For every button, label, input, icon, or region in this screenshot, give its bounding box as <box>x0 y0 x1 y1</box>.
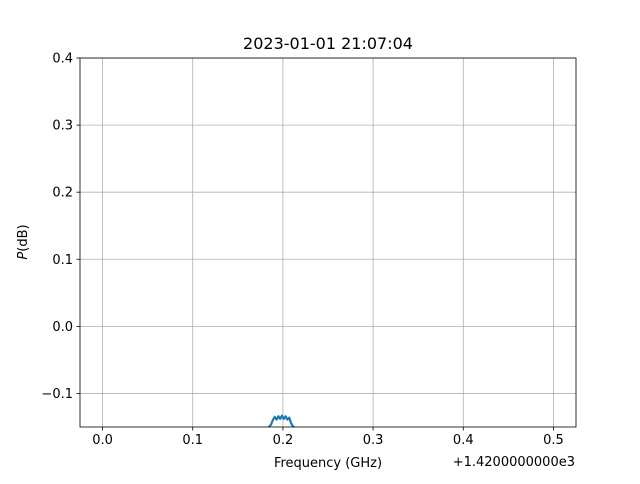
y-tick-label: 0.1 <box>52 253 73 268</box>
axis-ticks: 0.0 0.1 0.2 0.3 0.4 0.5 −0.1 0.0 0.1 0.2 0.3 0.4 <box>41 52 563 449</box>
x-tick-label: 0.5 <box>543 433 564 448</box>
y-axis-label: P(dB) <box>16 224 31 259</box>
x-axis-offset-label: +1.4200000000e3 <box>453 455 575 470</box>
y-tick-label: −0.1 <box>41 387 73 402</box>
chart-title: 2023-01-01 21:07:04 <box>243 34 413 53</box>
y-tick-label: 0.0 <box>52 320 73 335</box>
x-tick-label: 0.1 <box>182 433 203 448</box>
y-tick-label: 0.3 <box>52 119 73 134</box>
y-tick-label: 0.2 <box>52 186 73 201</box>
x-tick-label: 0.2 <box>273 433 294 448</box>
x-tick-label: 0.0 <box>92 433 113 448</box>
x-axis-label: Frequency (GHz) <box>274 456 382 471</box>
y-axis-label-unit: (dB) <box>16 224 31 251</box>
series-line <box>263 414 296 427</box>
y-axis-label-symbol: P <box>16 252 31 260</box>
y-tick-label: 0.4 <box>52 52 73 67</box>
x-tick-label: 0.3 <box>363 433 384 448</box>
x-tick-label: 0.4 <box>453 433 474 448</box>
plot-frame <box>79 57 577 428</box>
plot-series <box>263 414 296 427</box>
